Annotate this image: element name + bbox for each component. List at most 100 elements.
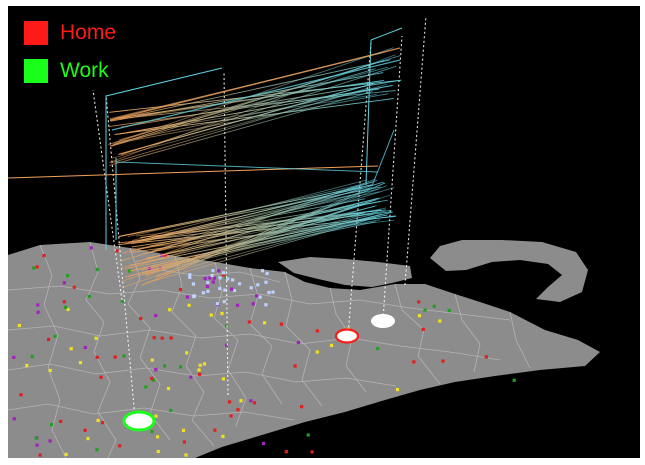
- location-point: [35, 443, 39, 447]
- island-north: [278, 257, 412, 287]
- location-point: [223, 288, 227, 292]
- location-point: [156, 435, 160, 439]
- connector-line: [105, 94, 136, 419]
- location-point: [66, 274, 70, 278]
- flow-line: [111, 59, 401, 131]
- work-marker-ring: [122, 410, 156, 432]
- island-east: [430, 240, 588, 302]
- connector-line: [92, 89, 123, 301]
- location-point: [17, 323, 21, 328]
- location-point: [122, 354, 126, 358]
- location-point: [211, 280, 215, 284]
- flow-line: [114, 98, 394, 135]
- location-point: [264, 280, 268, 284]
- location-point: [205, 284, 210, 288]
- location-point: [185, 295, 189, 299]
- location-point: [249, 286, 253, 290]
- location-point: [267, 290, 271, 295]
- location-point: [230, 287, 234, 291]
- location-point: [160, 336, 164, 340]
- location-point: [154, 414, 158, 418]
- location-point: [252, 401, 256, 405]
- flow-line: [109, 91, 373, 166]
- location-point: [113, 355, 117, 359]
- location-point: [220, 311, 224, 316]
- location-point: [187, 303, 191, 307]
- flow-line: [371, 129, 395, 187]
- location-point: [128, 269, 132, 273]
- location-point: [184, 453, 188, 457]
- location-point: [30, 355, 34, 359]
- location-point: [222, 300, 226, 304]
- location-point: [96, 418, 100, 422]
- location-point: [225, 343, 229, 347]
- location-point: [185, 351, 189, 355]
- location-point: [236, 408, 240, 412]
- location-point: [179, 365, 183, 369]
- location-point: [330, 343, 334, 347]
- location-point: [32, 266, 36, 270]
- location-point: [198, 363, 202, 367]
- location-point: [447, 308, 451, 313]
- flow-line: [112, 93, 389, 145]
- location-point: [423, 308, 427, 312]
- flow-line: [111, 68, 376, 147]
- location-point: [300, 405, 304, 409]
- location-point: [166, 386, 171, 391]
- location-point: [201, 291, 205, 295]
- location-point: [198, 372, 202, 376]
- flow-line: [140, 219, 363, 276]
- location-point: [264, 303, 268, 307]
- location-point: [178, 288, 183, 292]
- location-point: [296, 341, 300, 345]
- location-point: [64, 305, 68, 309]
- location-point: [69, 347, 73, 351]
- location-point: [306, 433, 310, 437]
- location-point: [376, 347, 380, 351]
- location-point: [232, 289, 237, 293]
- flow-line: [111, 83, 388, 159]
- location-point: [47, 337, 51, 341]
- location-point: [78, 361, 83, 365]
- flow-line: [145, 184, 365, 242]
- flow-line: [115, 161, 379, 173]
- location-point: [181, 428, 186, 432]
- location-point: [35, 265, 39, 269]
- flow-line: [135, 201, 363, 263]
- location-point: [218, 276, 222, 280]
- location-point: [221, 273, 225, 277]
- commute-flows: [107, 47, 402, 288]
- legend-label-home: Home: [60, 21, 117, 44]
- location-point: [217, 269, 221, 273]
- location-point: [208, 276, 212, 280]
- mainland-region: [8, 242, 600, 458]
- home-swatch: [24, 21, 48, 45]
- location-point: [247, 320, 251, 324]
- flow-line: [150, 197, 380, 253]
- location-point: [151, 378, 155, 382]
- location-point: [211, 269, 215, 273]
- location-point: [169, 336, 173, 340]
- location-point: [53, 334, 57, 338]
- location-point: [62, 281, 66, 285]
- location-point: [86, 437, 90, 441]
- location-point: [203, 277, 207, 281]
- flow-line: [120, 65, 397, 156]
- flow-line: [109, 47, 401, 121]
- location-point: [512, 378, 516, 382]
- location-point: [188, 273, 192, 277]
- location-point: [417, 314, 422, 318]
- location-point: [83, 428, 87, 432]
- flow-line: [140, 211, 393, 271]
- location-point: [221, 434, 225, 438]
- location-point: [12, 417, 16, 421]
- location-point: [279, 322, 283, 326]
- location-point: [191, 282, 195, 286]
- location-point: [215, 302, 220, 306]
- legend-label-work: Work: [60, 59, 109, 82]
- flow-line: [145, 217, 377, 284]
- legend-item-home: Home: [24, 18, 164, 48]
- home-marker-ring: [334, 328, 360, 344]
- flow-line: [151, 221, 376, 268]
